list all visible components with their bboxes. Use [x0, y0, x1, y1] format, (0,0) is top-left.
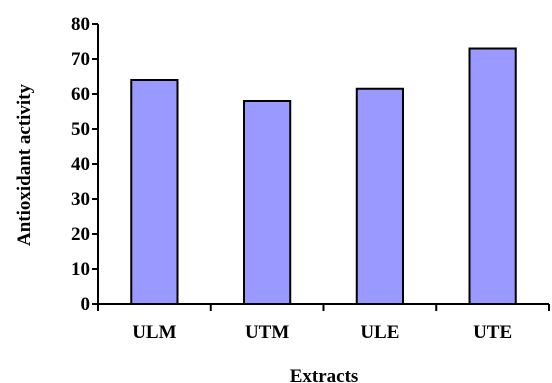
y-tick-label: 10 — [71, 259, 90, 280]
x-category-label: UTE — [473, 322, 512, 343]
y-tick-label: 80 — [71, 14, 90, 35]
y-tick-label: 0 — [81, 294, 91, 315]
x-axis-title: Extracts — [290, 366, 359, 383]
y-axis-title: Antioxidant activity — [14, 83, 35, 246]
bar-ulm — [130, 79, 179, 305]
y-tick-label: 70 — [71, 49, 90, 70]
bars-group — [130, 47, 517, 305]
y-tick-label: 20 — [71, 224, 90, 245]
y-tick-label: 40 — [71, 154, 90, 175]
bar-ule — [355, 87, 404, 305]
y-tick-label: 30 — [71, 189, 90, 210]
y-ticks-group: 0 10 20 30 40 50 60 70 80 — [71, 14, 98, 315]
bar-ute — [468, 47, 517, 305]
x-category-label: ULM — [132, 322, 176, 343]
x-ticks-group: ULM UTM ULE UTE — [97, 304, 550, 343]
bar-utm — [243, 100, 292, 305]
y-tick-label: 60 — [71, 84, 90, 105]
y-tick-label: 50 — [71, 119, 90, 140]
x-category-label: UTM — [245, 322, 289, 343]
x-category-label: ULE — [360, 322, 399, 343]
